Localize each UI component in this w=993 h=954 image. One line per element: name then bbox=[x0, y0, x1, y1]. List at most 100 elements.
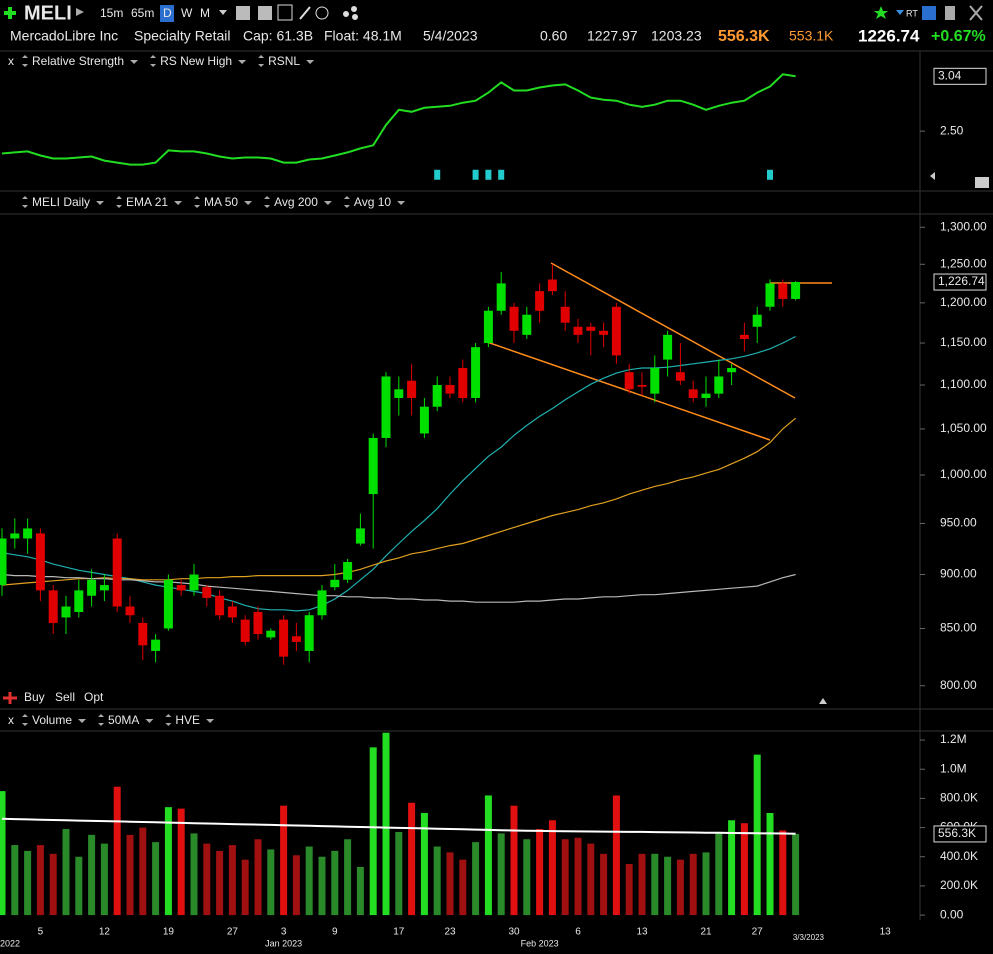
legend-arrow[interactable] bbox=[116, 196, 123, 208]
watch-icon[interactable] bbox=[874, 6, 888, 19]
icon[interactable] bbox=[315, 6, 329, 20]
candle-body bbox=[112, 538, 122, 607]
candle-body bbox=[0, 538, 7, 586]
x-tick-label: 21 bbox=[700, 927, 712, 938]
candle-body bbox=[48, 590, 58, 623]
candle-body bbox=[330, 579, 340, 588]
candle-body bbox=[688, 389, 698, 398]
volume-bar bbox=[49, 853, 57, 916]
volume-bar bbox=[536, 829, 544, 916]
dropdown[interactable] bbox=[219, 10, 227, 15]
scroll-icon[interactable] bbox=[819, 698, 827, 704]
legend-entry[interactable]: EMA 21 bbox=[126, 195, 168, 209]
legend-entry[interactable]: RS New High bbox=[160, 54, 232, 68]
interval-selected bbox=[160, 5, 174, 22]
trendline[interactable] bbox=[486, 341, 771, 441]
legend-arrow[interactable] bbox=[194, 196, 201, 208]
candle-body bbox=[419, 406, 429, 434]
panel-close[interactable]: x bbox=[8, 713, 14, 727]
legend-dropdown[interactable] bbox=[130, 60, 139, 64]
legend-entry[interactable]: MELI Daily bbox=[32, 195, 90, 209]
legend-entry[interactable]: Avg 200 bbox=[274, 195, 318, 209]
panel-close[interactable]: x bbox=[8, 54, 14, 68]
legend-dropdown[interactable] bbox=[397, 201, 406, 205]
y-tick-label: 1,250.00 bbox=[940, 256, 987, 270]
legend-arrow[interactable] bbox=[22, 714, 28, 726]
legend-dropdown[interactable] bbox=[145, 719, 154, 723]
legend-entry[interactable]: Relative Strength bbox=[32, 54, 124, 68]
y-tick-label: 400.0K bbox=[940, 849, 978, 863]
interval[interactable]: M bbox=[200, 6, 210, 20]
legend-arrow[interactable] bbox=[264, 196, 271, 208]
candle-body bbox=[509, 306, 519, 331]
legend-dropdown[interactable] bbox=[96, 201, 105, 205]
y-tick-label: 1,000.00 bbox=[940, 467, 987, 481]
icon[interactable] bbox=[277, 4, 293, 21]
legend-arrow[interactable] bbox=[22, 55, 28, 67]
volume-bar bbox=[676, 859, 684, 916]
legend-dropdown[interactable] bbox=[206, 719, 215, 723]
close-icon[interactable] bbox=[969, 5, 983, 21]
legend-arrow[interactable] bbox=[150, 55, 157, 67]
interval[interactable]: 15m bbox=[100, 6, 123, 20]
add-icon[interactable] bbox=[4, 7, 16, 19]
volume-bar bbox=[625, 864, 633, 916]
candle-body bbox=[87, 579, 97, 596]
legend-entry[interactable]: HVE bbox=[175, 713, 200, 727]
icon[interactable] bbox=[258, 6, 272, 20]
icon[interactable] bbox=[343, 11, 349, 17]
trendline[interactable] bbox=[550, 262, 796, 399]
candle-body bbox=[189, 574, 199, 591]
icon[interactable] bbox=[896, 10, 904, 15]
candle-body bbox=[432, 385, 442, 407]
buy-button[interactable]: Buy bbox=[24, 690, 45, 704]
legend-arrow[interactable] bbox=[165, 714, 172, 726]
candle-body bbox=[611, 306, 621, 356]
sell-button[interactable]: Sell bbox=[55, 690, 75, 704]
legend-entry[interactable]: Avg 10 bbox=[354, 195, 391, 209]
legend-entry[interactable]: 50MA bbox=[108, 713, 139, 727]
candle-body bbox=[547, 279, 557, 292]
icon[interactable] bbox=[236, 6, 250, 20]
legend-dropdown[interactable] bbox=[306, 60, 315, 64]
order-icon[interactable] bbox=[3, 692, 17, 704]
volume-bar bbox=[216, 850, 224, 916]
opt-button[interactable]: Opt bbox=[84, 690, 104, 704]
interval[interactable]: 65m bbox=[131, 6, 154, 20]
last-value-label: 1,226.74 bbox=[938, 274, 985, 288]
volume-bar bbox=[24, 850, 32, 916]
legend-arrow[interactable] bbox=[258, 55, 265, 67]
volume-bar bbox=[75, 856, 83, 916]
x-month-label: 2022 bbox=[0, 938, 20, 948]
scroll-icon[interactable] bbox=[930, 172, 935, 180]
volume-bar bbox=[740, 823, 748, 916]
icon[interactable] bbox=[299, 6, 311, 20]
interval[interactable]: W bbox=[181, 6, 193, 20]
y-tick-label: 1,100.00 bbox=[940, 377, 987, 391]
icon[interactable] bbox=[352, 14, 358, 20]
legend-dropdown[interactable] bbox=[323, 201, 332, 205]
symbol[interactable]: MELI bbox=[24, 2, 72, 24]
legend-entry[interactable]: Volume bbox=[32, 713, 72, 727]
legend-dropdown[interactable] bbox=[244, 201, 253, 205]
icon-label[interactable]: RT bbox=[906, 8, 918, 18]
volume-bar bbox=[62, 829, 70, 916]
volume-bar bbox=[497, 833, 505, 916]
candle-body bbox=[739, 334, 749, 339]
interval[interactable]: D bbox=[163, 6, 172, 20]
legend-arrow[interactable] bbox=[22, 196, 28, 208]
legend-dropdown[interactable] bbox=[174, 201, 183, 205]
icon[interactable] bbox=[76, 8, 84, 16]
legend-arrow[interactable] bbox=[98, 714, 105, 726]
icon[interactable] bbox=[922, 6, 936, 20]
legend-dropdown[interactable] bbox=[238, 60, 247, 64]
icon[interactable] bbox=[945, 6, 955, 20]
scroll-button[interactable] bbox=[975, 177, 989, 188]
legend-dropdown[interactable] bbox=[78, 719, 87, 723]
legend-arrow[interactable] bbox=[343, 196, 350, 208]
legend-entry[interactable]: RSNL bbox=[268, 54, 300, 68]
legend-entry[interactable]: MA 50 bbox=[204, 195, 238, 209]
volume-bar bbox=[36, 845, 44, 916]
icon[interactable] bbox=[351, 6, 357, 12]
